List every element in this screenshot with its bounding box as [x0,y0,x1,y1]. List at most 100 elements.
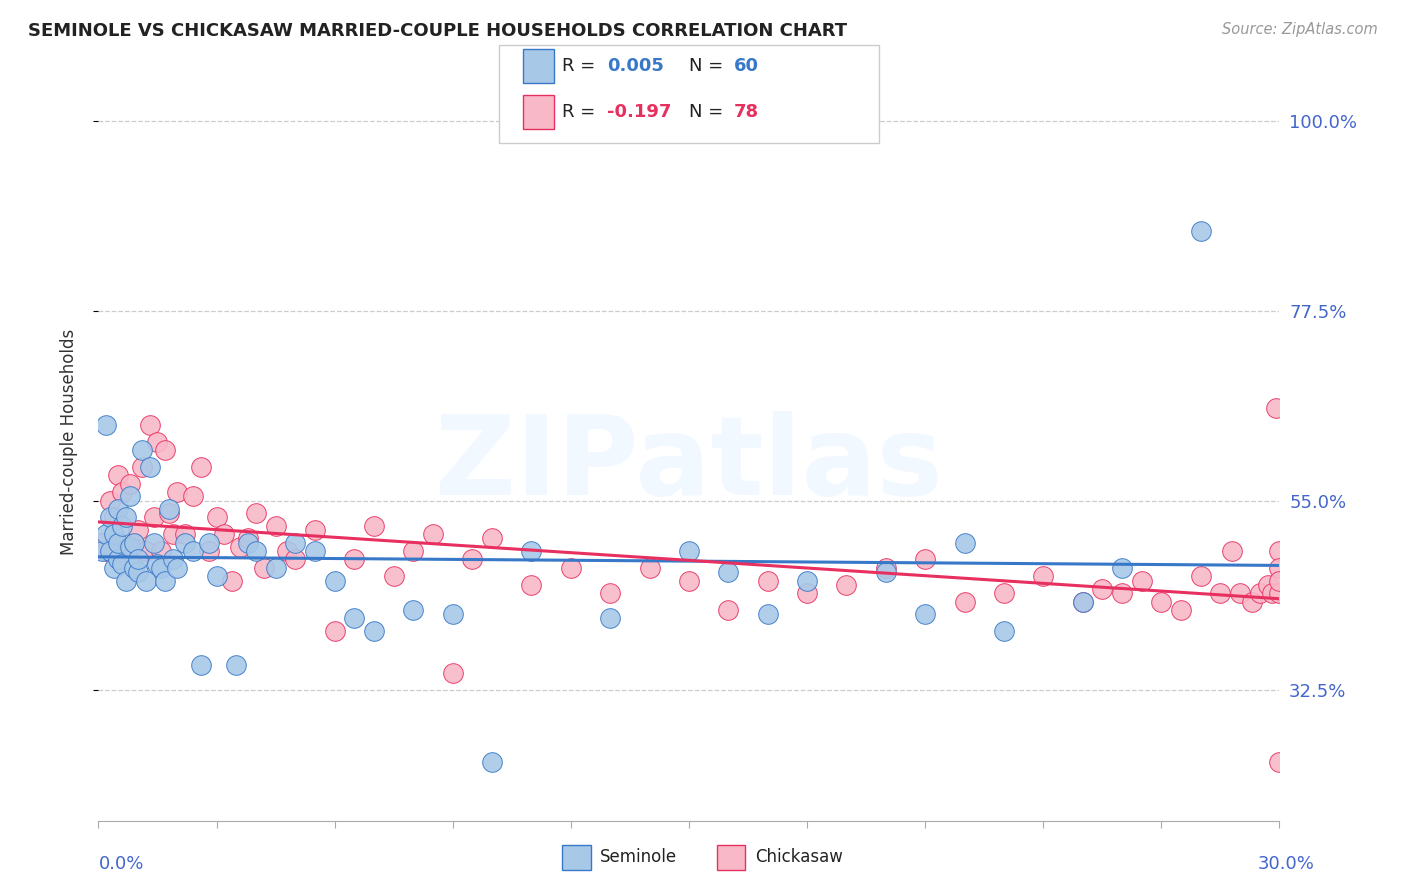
Text: R =: R = [562,103,602,121]
Point [1170,603,1192,617]
Point [796,574,818,588]
Point [1150,594,1173,608]
Point [1240,594,1263,608]
Point [520,544,543,558]
Point [1264,401,1286,415]
Point [481,755,503,769]
Point [98,544,121,558]
Point [1130,574,1153,588]
Point [181,489,204,503]
Point [190,459,212,474]
Point [678,544,700,558]
Point [1111,586,1133,600]
Point [284,552,307,566]
Point [1257,578,1279,592]
Point [214,527,236,541]
Point [103,510,125,524]
Point [560,561,582,575]
Text: 0.005: 0.005 [607,57,664,75]
Point [599,586,621,600]
Point [111,485,134,500]
Point [1189,569,1212,583]
Point [1249,586,1271,600]
Point [638,561,661,575]
Point [135,574,157,588]
Point [323,624,346,639]
Point [96,417,118,432]
Point [197,544,219,558]
Point [115,510,138,524]
Text: 0.0%: 0.0% [98,855,143,872]
Point [107,502,129,516]
Point [1111,561,1133,575]
Point [107,552,129,566]
Point [166,561,188,575]
Point [441,607,464,622]
Point [236,532,259,546]
Point [422,527,444,541]
Text: Chickasaw: Chickasaw [755,848,844,866]
Point [150,544,173,558]
Point [953,594,976,608]
Point [363,624,385,639]
Point [142,510,165,524]
Text: SEMINOLE VS CHICKASAW MARRIED-COUPLE HOUSEHOLDS CORRELATION CHART: SEMINOLE VS CHICKASAW MARRIED-COUPLE HOU… [28,22,848,40]
Point [162,552,184,566]
Point [115,574,138,588]
Point [1209,586,1232,600]
Point [107,468,129,483]
Point [993,586,1015,600]
Point [264,518,287,533]
Point [245,506,267,520]
Text: 60: 60 [734,57,759,75]
Point [155,574,177,588]
Point [91,544,114,558]
Point [157,502,180,516]
Point [1071,594,1094,608]
Point [756,574,779,588]
Point [363,518,385,533]
Point [103,561,125,575]
Text: R =: R = [562,57,602,75]
Y-axis label: Married-couple Households: Married-couple Households [59,328,77,555]
Point [441,666,464,681]
Point [146,557,169,571]
Text: ZIPatlas: ZIPatlas [434,411,943,517]
Point [717,565,740,579]
Point [835,578,858,592]
Point [1268,544,1291,558]
Point [229,540,252,554]
Text: Seminole: Seminole [600,848,678,866]
Point [107,535,129,549]
Point [678,574,700,588]
Point [323,574,346,588]
Point [402,544,425,558]
Text: N =: N = [689,57,728,75]
Point [157,506,180,520]
Point [122,561,145,575]
Point [756,607,779,622]
Point [1268,586,1291,600]
Point [135,544,157,558]
Point [98,510,121,524]
Point [138,417,160,432]
Point [264,561,287,575]
Point [461,552,484,566]
Text: -0.197: -0.197 [607,103,672,121]
Point [127,565,149,579]
Point [118,540,141,554]
Point [245,544,267,558]
Point [599,611,621,625]
Point [1268,561,1291,575]
Point [284,535,307,549]
Point [115,544,138,558]
Text: Source: ZipAtlas.com: Source: ZipAtlas.com [1222,22,1378,37]
Point [221,574,243,588]
Point [1268,755,1291,769]
Point [91,535,114,549]
Point [127,523,149,537]
Text: N =: N = [689,103,728,121]
Point [131,459,153,474]
Point [402,603,425,617]
Point [190,657,212,672]
